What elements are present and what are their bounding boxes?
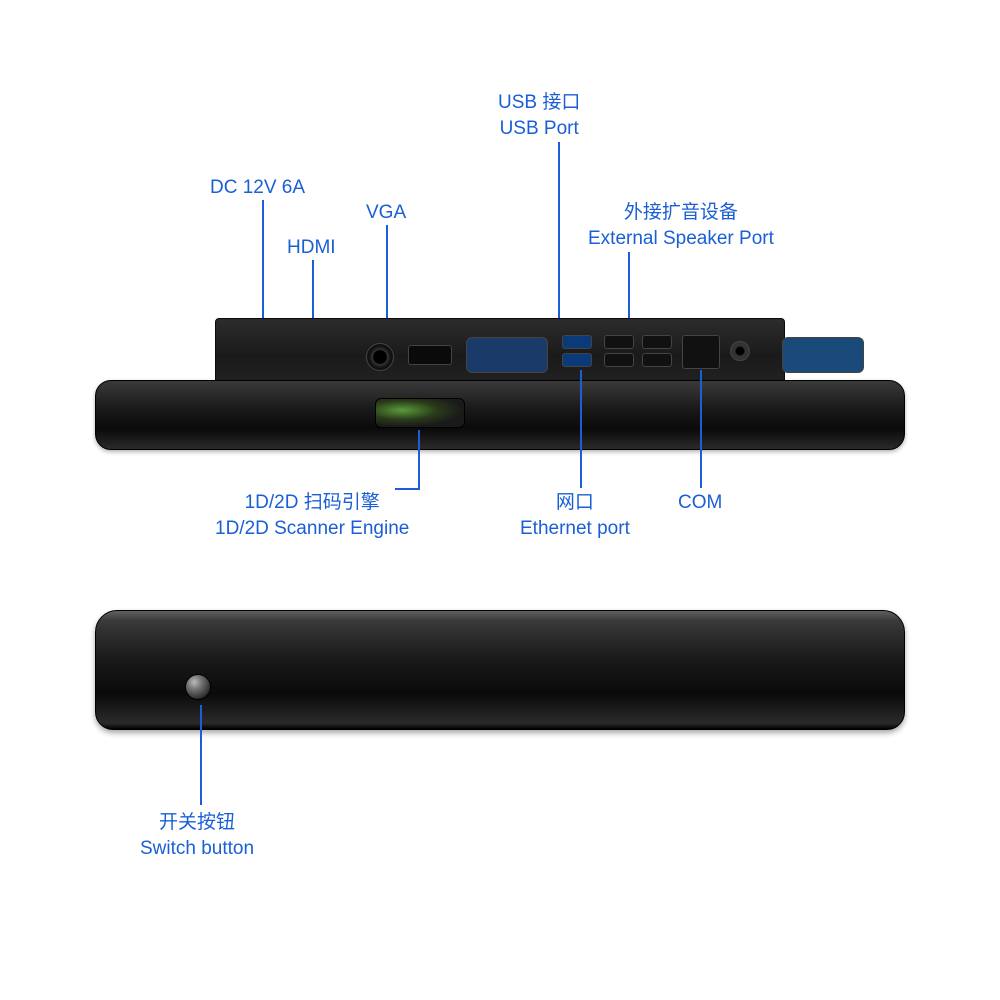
label-vga: VGA (366, 200, 406, 226)
leader-switch (200, 705, 202, 805)
leader-scanner (418, 430, 420, 488)
scanner-window-icon (375, 398, 465, 428)
port-usb2-icon (642, 353, 672, 367)
label-speaker-line2: External Speaker Port (588, 226, 774, 252)
label-com-line1: COM (678, 490, 722, 516)
label-hdmi-line1: HDMI (287, 235, 336, 261)
port-com-icon (782, 337, 864, 373)
leader-com (700, 370, 702, 488)
label-scanner-line2: 1D/2D Scanner Engine (215, 516, 409, 542)
device-rear-view (95, 318, 905, 458)
leader-ethernet (580, 370, 582, 488)
port-usb2-icon (642, 335, 672, 349)
port-dc-icon (366, 343, 394, 371)
label-vga-line1: VGA (366, 200, 406, 226)
port-usb2-icon (604, 335, 634, 349)
label-scanner-line1: 1D/2D 扫码引擎 (215, 490, 409, 516)
label-ethernet-line1: 网口 (520, 490, 630, 516)
port-usb3-icon (562, 335, 592, 349)
label-hdmi: HDMI (287, 235, 336, 261)
label-ethernet: 网口 Ethernet port (520, 490, 630, 541)
port-usb2-icon (604, 353, 634, 367)
label-speaker-line1: 外接扩音设备 (588, 200, 774, 226)
port-ethernet-icon (682, 335, 720, 369)
label-switch-line2: Switch button (140, 836, 254, 862)
port-usb3-icon (562, 353, 592, 367)
leader-usb (558, 142, 560, 335)
port-audio-icon (730, 341, 750, 361)
label-com: COM (678, 490, 722, 516)
label-switch-line1: 开关按钮 (140, 810, 254, 836)
port-vga-icon (466, 337, 548, 373)
label-scanner: 1D/2D 扫码引擎 1D/2D Scanner Engine (215, 490, 409, 541)
port-hdmi-icon (408, 345, 452, 365)
device-base-plate (95, 380, 905, 450)
label-usb: USB 接口 USB Port (498, 90, 580, 141)
label-usb-line2: USB Port (498, 116, 580, 142)
label-dc: DC 12V 6A (210, 175, 305, 201)
device-side-body (95, 610, 905, 730)
label-speaker: 外接扩音设备 External Speaker Port (588, 200, 774, 251)
leader-dc (262, 200, 264, 335)
power-button-icon (185, 674, 211, 700)
label-ethernet-line2: Ethernet port (520, 516, 630, 542)
label-switch: 开关按钮 Switch button (140, 810, 254, 861)
device-side-view (95, 610, 905, 740)
label-usb-line1: USB 接口 (498, 90, 580, 116)
label-dc-line1: DC 12V 6A (210, 175, 305, 201)
